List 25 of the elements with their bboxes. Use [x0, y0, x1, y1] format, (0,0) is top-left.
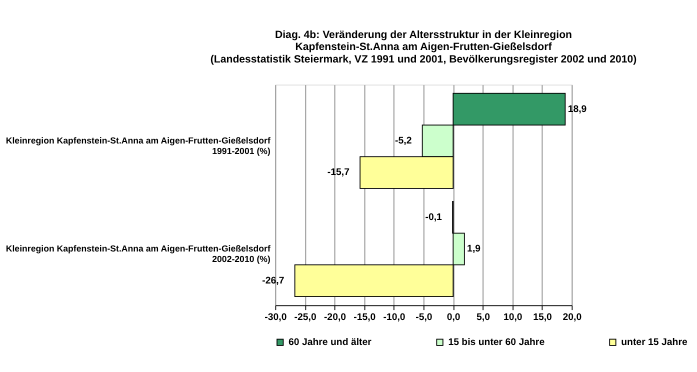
x-tick-label: -30,0 — [264, 312, 287, 323]
x-tick-label: -10,0 — [383, 312, 406, 323]
legend-label: unter 15 Jahre — [621, 336, 688, 348]
x-tick-label: -20,0 — [324, 312, 346, 323]
text: Diag. 4b: Veränderung der Altersstruktur in der Kleinregion — [274, 28, 572, 41]
x-tick-label: 0,0 — [446, 312, 460, 323]
data-label: 18,9 — [568, 104, 588, 115]
y-tick-label: Kleinregion Kapfenstein-St.Anna am Aigen-Frutten-Gießelsdorf 1991-2001 (%) — [6, 136, 270, 156]
x-tick-label: 10,0 — [503, 312, 522, 323]
data-label: -26,7 — [262, 275, 284, 286]
x-tick-label: 5,0 — [476, 312, 490, 323]
text: Kapfenstein-St.Anna am Aigen-Frutten-Gießelsdorf — [295, 41, 552, 54]
x-tick-label: -15,0 — [354, 312, 376, 323]
x-tick-label: -5,0 — [416, 312, 432, 323]
y-tick-label: Kleinregion Kapfenstein-St.Anna am Aigen-Frutten-Gießelsdorf 2002-2010 (%) — [6, 244, 270, 264]
text: (Landesstatistik Steiermark, VZ 1991 und 2001, Bevölkerungsregister 2002 und 2010) — [210, 54, 637, 66]
x-tick-label: 15,0 — [533, 312, 552, 323]
x-tick-label: -25,0 — [294, 312, 316, 323]
data-label: -15,7 — [327, 167, 350, 178]
legend-label: 60 Jahre und älter — [288, 336, 372, 348]
data-label: -5,2 — [395, 136, 412, 147]
legend-label: 15 bis unter 60 Jahre — [448, 336, 546, 348]
data-label: 1,9 — [467, 244, 482, 255]
x-tick-label: 20,0 — [562, 312, 582, 323]
data-label: -0,1 — [425, 212, 443, 223]
